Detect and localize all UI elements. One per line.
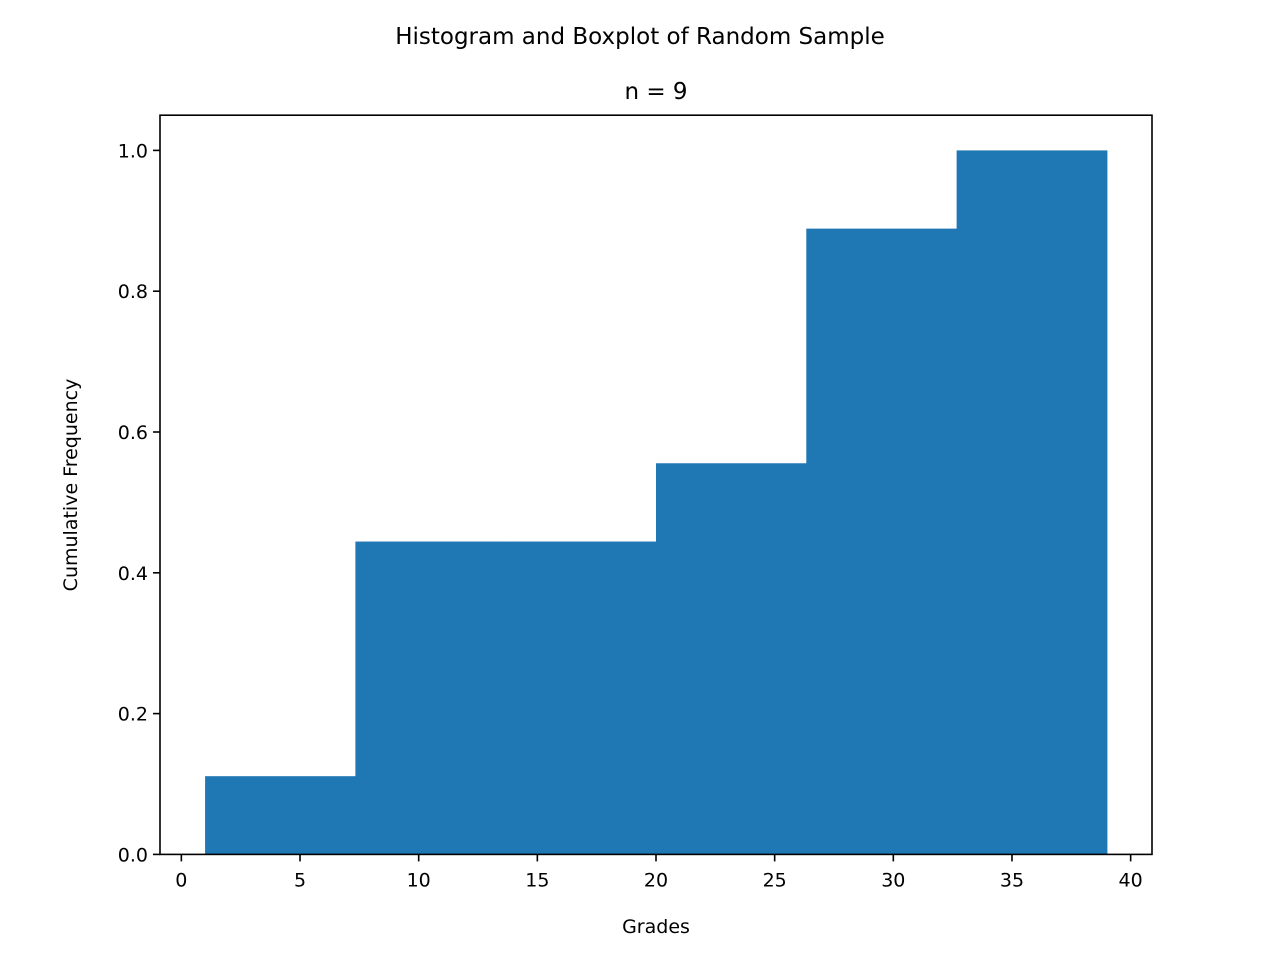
x-tick-label: 30 [881, 869, 905, 891]
chart-title: n = 9 [624, 79, 687, 105]
histogram-bars [205, 150, 1108, 855]
x-tick-label: 40 [1119, 869, 1143, 891]
y-axis-ticks: 0.0 0.2 0.4 0.6 0.8 1.0 [118, 140, 160, 866]
chart-suptitle: Histogram and Boxplot of Random Sample [395, 24, 885, 50]
x-tick-label: 5 [294, 869, 306, 891]
histogram-bar [956, 150, 1108, 855]
y-tick-label: 0.4 [118, 563, 148, 585]
y-axis-label: Cumulative Frequency [60, 379, 82, 592]
x-tick-label: 35 [1000, 869, 1024, 891]
y-tick-label: 0.0 [118, 844, 148, 866]
y-tick-label: 0.8 [118, 281, 148, 303]
y-tick-label: 0.6 [118, 422, 148, 444]
x-tick-label: 25 [763, 869, 787, 891]
histogram-bar [656, 463, 807, 855]
plot-area-frame [159, 114, 1153, 856]
histogram-bar [205, 776, 356, 855]
y-tick-label: 1.0 [118, 140, 148, 162]
histogram-bar [355, 541, 507, 855]
x-axis-label: Grades [622, 916, 690, 938]
histogram-bar [806, 228, 958, 855]
x-tick-label: 10 [407, 869, 431, 891]
histogram-bar [505, 541, 657, 855]
x-tick-label: 20 [644, 869, 668, 891]
y-tick-label: 0.2 [118, 704, 148, 726]
x-axis-ticks: 0 5 10 15 20 25 30 35 40 [175, 854, 1143, 891]
x-tick-label: 15 [525, 869, 549, 891]
x-tick-label: 0 [175, 869, 187, 891]
